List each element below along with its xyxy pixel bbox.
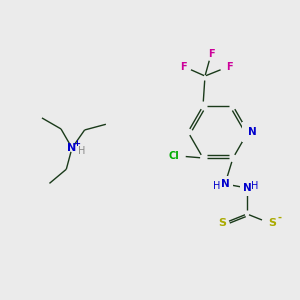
Text: N: N (68, 143, 76, 153)
Text: Cl: Cl (169, 151, 179, 161)
Text: F: F (226, 62, 232, 72)
Text: F: F (208, 49, 214, 59)
Text: S: S (218, 218, 226, 228)
Text: N: N (220, 179, 230, 189)
Text: +: + (73, 139, 80, 148)
Text: S: S (268, 218, 276, 228)
Text: N: N (248, 127, 256, 137)
Text: H: H (213, 181, 221, 191)
Text: -: - (278, 213, 282, 223)
Text: H: H (78, 146, 86, 156)
Text: F: F (180, 62, 186, 72)
Text: H: H (251, 181, 259, 191)
Text: N: N (243, 183, 251, 193)
